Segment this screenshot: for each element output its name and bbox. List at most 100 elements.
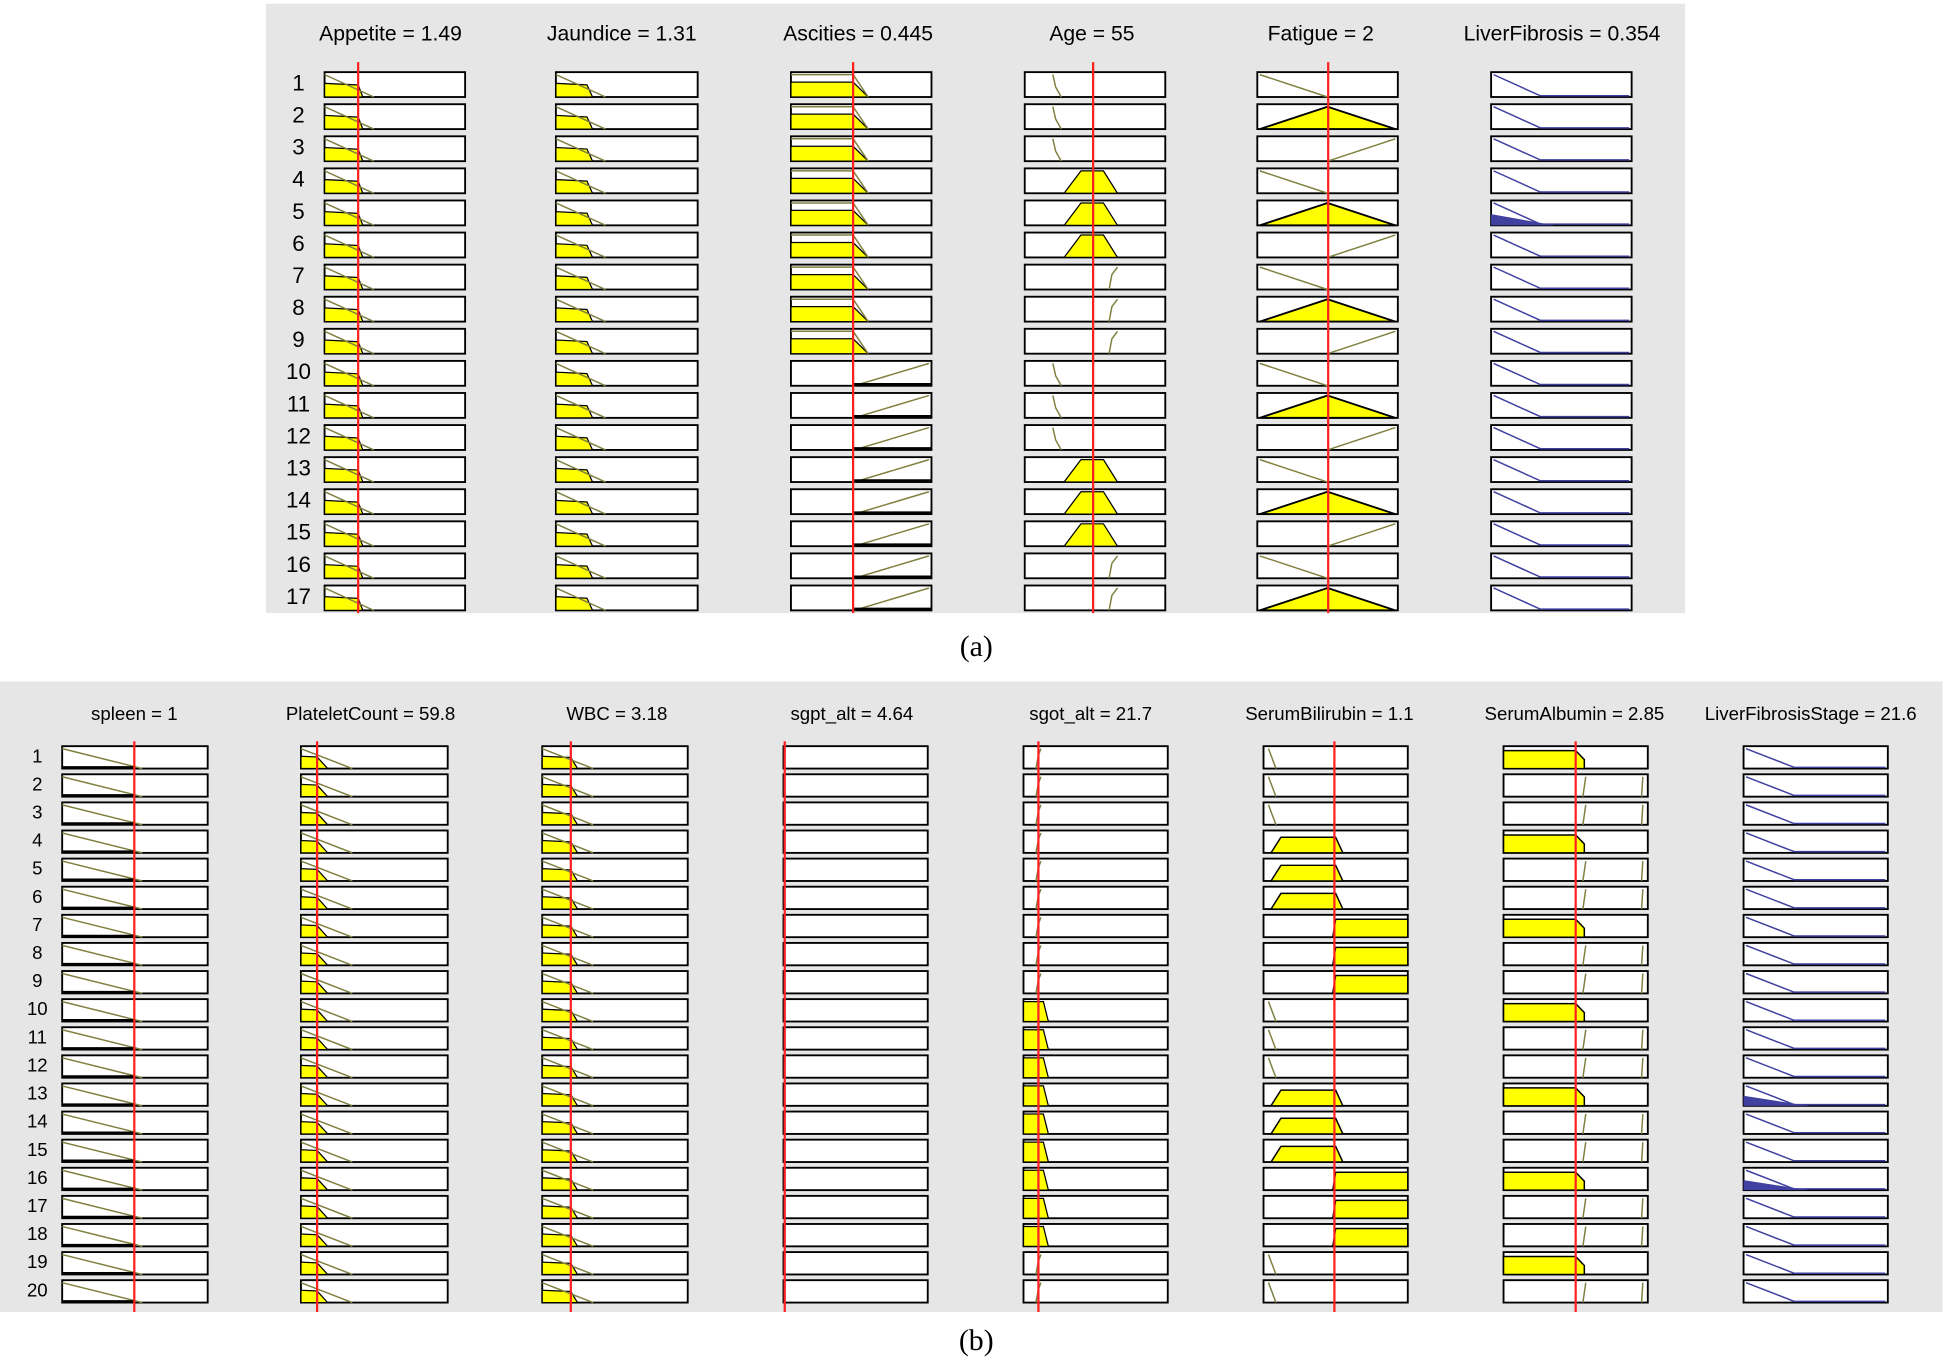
rule-box — [782, 829, 929, 854]
mf-line — [324, 587, 375, 612]
rule-number: 1 — [292, 70, 304, 95]
mf-line — [300, 1029, 353, 1051]
mf-line — [324, 330, 375, 355]
rule-box — [1490, 167, 1633, 195]
mf-line — [541, 1000, 594, 1023]
mf-fill — [555, 82, 594, 98]
rule-number: 12 — [286, 423, 311, 448]
rule-box — [1023, 359, 1167, 387]
rule-box — [1742, 885, 1889, 911]
mf-line — [541, 1281, 594, 1304]
rule-box — [790, 359, 933, 387]
rule-box — [1262, 773, 1409, 798]
mf-line — [1640, 1029, 1644, 1050]
rule-box — [1022, 885, 1169, 911]
rule-box — [782, 970, 929, 995]
mf-fill — [555, 531, 594, 547]
mf-line — [1640, 889, 1644, 910]
rule-box — [782, 745, 929, 770]
mf-line — [1745, 1000, 1886, 1022]
mf-fill — [555, 371, 594, 387]
rule-box — [1490, 103, 1633, 131]
rule-box — [782, 1279, 929, 1304]
mf-line — [62, 1085, 143, 1107]
rule-box — [1262, 745, 1409, 770]
rule-box — [1262, 998, 1409, 1023]
panel-b-background — [0, 681, 1943, 1313]
mf-line — [1267, 776, 1277, 797]
rule-box — [782, 1166, 929, 1192]
mf-line — [1327, 330, 1396, 355]
mf-line — [1745, 1197, 1886, 1218]
mf-line — [62, 1113, 143, 1135]
rule-box — [1023, 103, 1167, 131]
mf-line — [1267, 804, 1277, 826]
rule-number: 16 — [27, 1167, 48, 1188]
mf-fill — [555, 403, 594, 419]
rule-box — [782, 1251, 929, 1276]
rule-number: 3 — [32, 801, 42, 822]
mf-line — [1259, 362, 1328, 387]
rule-box — [790, 488, 933, 516]
mf-line — [1582, 860, 1587, 882]
variable-title: Age = 55 — [1049, 22, 1134, 45]
rule-box — [1022, 1279, 1169, 1304]
mf-fill — [1331, 1199, 1409, 1219]
rule-box — [1490, 584, 1633, 612]
mf-line — [555, 426, 606, 451]
caption: (a) — [960, 630, 993, 663]
rule-number: 6 — [32, 886, 42, 907]
mf-line — [541, 1197, 594, 1219]
mf-line — [1052, 106, 1062, 130]
mf-fill — [555, 114, 594, 130]
mf-line — [541, 1085, 594, 1107]
mf-line — [555, 170, 606, 194]
rule-box — [1022, 773, 1169, 798]
mf-line — [1745, 747, 1886, 769]
rule-box — [1490, 71, 1633, 98]
rule-number: 17 — [286, 584, 311, 609]
mf-line — [1493, 458, 1630, 482]
mf-line — [1267, 748, 1277, 769]
rule-box — [782, 1138, 929, 1163]
mf-line — [324, 138, 375, 162]
rule-box — [790, 584, 933, 612]
mf-line — [853, 458, 930, 483]
mf-line — [300, 832, 353, 854]
mf-line — [1327, 138, 1396, 162]
rule-number: 14 — [27, 1111, 48, 1132]
mf-line — [1493, 555, 1630, 578]
mf-line — [1259, 73, 1328, 98]
mf-line — [62, 747, 143, 770]
mf-fill — [1269, 892, 1345, 910]
mf-line — [1640, 861, 1644, 882]
rule-box — [1023, 71, 1167, 98]
mf-line — [1259, 555, 1328, 579]
mf-line — [555, 234, 606, 259]
rule-box — [1262, 801, 1409, 826]
mf-fill — [1062, 234, 1119, 259]
mf-line — [1108, 266, 1119, 290]
mf-fill — [1331, 1227, 1409, 1248]
mf-fill — [1269, 1089, 1345, 1107]
mf-fill — [1502, 918, 1586, 938]
mf-fill — [1062, 202, 1119, 226]
mf-line — [300, 1169, 353, 1191]
rule-number: 14 — [286, 488, 311, 513]
rule-box — [790, 552, 933, 580]
mf-line — [62, 1281, 143, 1304]
mf-line — [1582, 1142, 1587, 1163]
mf-line — [62, 916, 143, 938]
mf-fill — [1502, 1087, 1586, 1107]
variable-title: Jaundice = 1.31 — [547, 22, 697, 45]
rule-number: 13 — [27, 1083, 48, 1104]
rule-box — [782, 1194, 929, 1220]
rule-box — [1023, 263, 1167, 291]
mf-line — [62, 860, 143, 882]
mf-fill — [555, 307, 594, 323]
rule-box — [1490, 359, 1633, 387]
rule-box — [1262, 1279, 1409, 1304]
mf-line — [62, 804, 143, 826]
